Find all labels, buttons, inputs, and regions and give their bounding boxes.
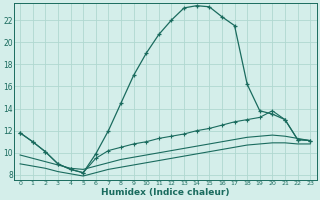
X-axis label: Humidex (Indice chaleur): Humidex (Indice chaleur) (101, 188, 229, 197)
